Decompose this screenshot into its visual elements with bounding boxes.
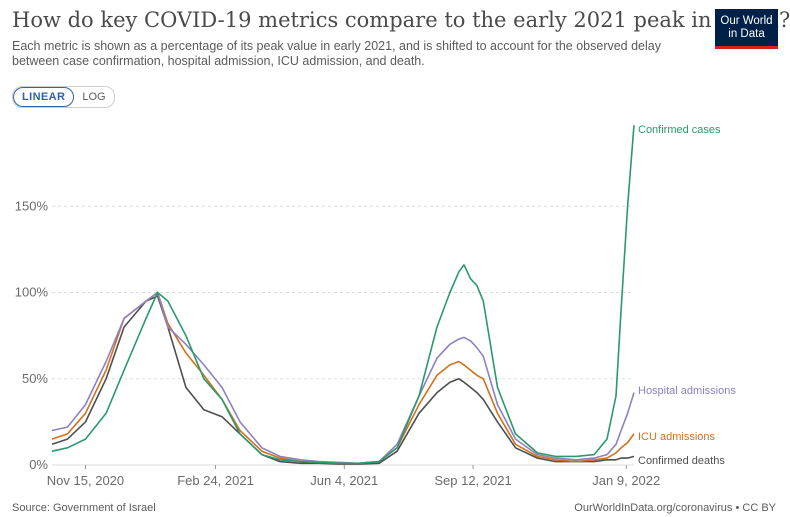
series-lines <box>51 125 635 465</box>
x-tick-label: Nov 15, 2020 <box>47 473 124 488</box>
end-label: ICU admissions <box>638 431 716 443</box>
x-tick-label: Feb 24, 2021 <box>177 473 254 488</box>
log-scale-button[interactable]: LOG <box>82 91 106 103</box>
end-label: Confirmed deaths <box>638 455 725 467</box>
series-line-2[interactable] <box>51 291 635 465</box>
x-tick-label: Jun 4, 2021 <box>310 473 378 488</box>
y-axis-labels: 0% 50% 100% 150% <box>15 198 49 472</box>
x-tick-label: Sep 12, 2021 <box>434 473 511 488</box>
owid-logo[interactable]: Our World in Data <box>715 9 778 49</box>
series-end-labels: Confirmed cases Hospital admissions ICU ad… <box>638 124 736 467</box>
scale-toggle: LINEAR LOG <box>12 86 115 108</box>
logo-line-1: Our World <box>720 15 773 27</box>
y-tick-label: 0% <box>29 457 48 472</box>
x-axis-labels: Nov 15, 2020 Feb 24, 2021 Jun 4, 2021 Sep 1… <box>47 465 660 488</box>
series-line-0[interactable] <box>51 125 635 465</box>
linear-scale-button[interactable]: LINEAR <box>13 87 75 107</box>
series-line-1[interactable] <box>51 291 635 465</box>
end-label: Confirmed cases <box>638 124 721 136</box>
source-note[interactable]: Source: Government of Israel <box>12 502 156 514</box>
logo-line-2: in Data <box>728 28 765 40</box>
chart-title: How do key COVID-19 metrics compare to t… <box>12 8 790 32</box>
x-tick-label: Jan 9, 2022 <box>592 473 660 488</box>
chart-subtitle: Each metric is shown as a percentage of … <box>12 39 661 68</box>
y-tick-label: 150% <box>15 198 49 213</box>
end-label: Hospital admissions <box>638 385 736 397</box>
y-tick-label: 100% <box>15 285 49 300</box>
credit-link[interactable]: OurWorldInData.org/coronavirus • CC BY <box>574 502 776 514</box>
series-line-3[interactable] <box>51 295 635 465</box>
grid-lines <box>52 205 634 466</box>
y-tick-label: 50% <box>22 371 48 386</box>
